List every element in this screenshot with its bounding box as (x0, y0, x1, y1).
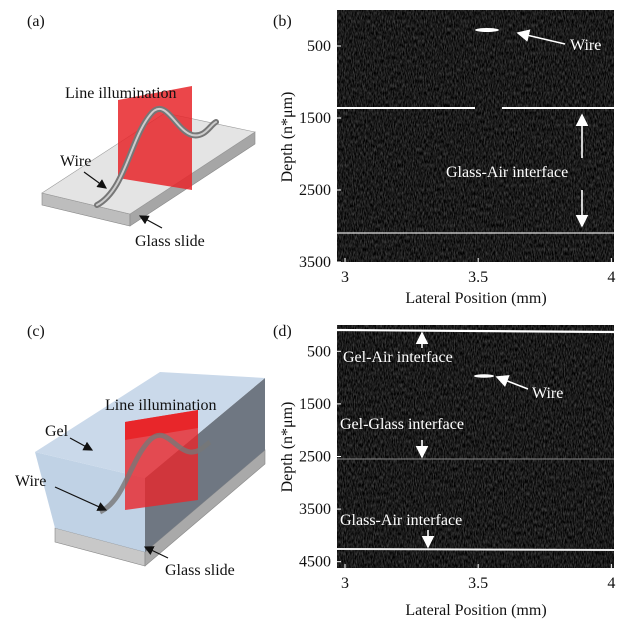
y-tick-label: 1500 (299, 110, 331, 127)
x-tick-label: 3 (341, 269, 349, 286)
y-tick-label: 3500 (299, 254, 331, 271)
annotation: Gel (45, 423, 69, 440)
panel-label: (b) (273, 13, 292, 30)
annotation: Gel-Air interface (343, 349, 453, 366)
panel-label: (c) (27, 323, 45, 340)
annotation: Glass-Air interface (446, 164, 568, 181)
y-tick-label: 2500 (299, 182, 331, 199)
y-axis-label: Depth (n*μm) (279, 92, 296, 183)
panel-label: (d) (273, 323, 292, 340)
x-tick-label: 3.5 (468, 575, 488, 592)
y-tick-label: 500 (307, 343, 331, 360)
y-axis-label: Depth (n*μm) (279, 402, 296, 493)
y-tick-label: 1500 (299, 396, 331, 413)
annotation: Line illumination (65, 85, 177, 102)
annotation: Glass slide (165, 562, 235, 579)
annotation: Wire (532, 385, 563, 402)
annotation: Wire (15, 473, 46, 490)
x-axis-label: Lateral Position (mm) (405, 602, 546, 619)
annotation: Wire (60, 153, 91, 170)
annotation: Glass slide (135, 233, 205, 250)
x-tick-label: 3 (341, 575, 349, 592)
annotation: Glass-Air interface (340, 512, 462, 529)
x-tick-label: 4 (607, 269, 615, 286)
x-axis-label: Lateral Position (mm) (405, 290, 546, 307)
y-tick-label: 4500 (299, 554, 331, 571)
annotation: Wire (570, 37, 601, 54)
x-tick-label: 4 (607, 575, 615, 592)
y-tick-label: 3500 (299, 501, 331, 518)
x-tick-label: 3.5 (468, 269, 488, 286)
y-tick-label: 500 (307, 38, 331, 55)
panel-label: (a) (27, 13, 45, 30)
annotation: Line illumination (105, 397, 217, 414)
y-tick-label: 2500 (299, 448, 331, 465)
figure: (a) Line illumination Wire Glass slide (… (0, 0, 630, 624)
annotation: Gel-Glass interface (340, 416, 464, 433)
